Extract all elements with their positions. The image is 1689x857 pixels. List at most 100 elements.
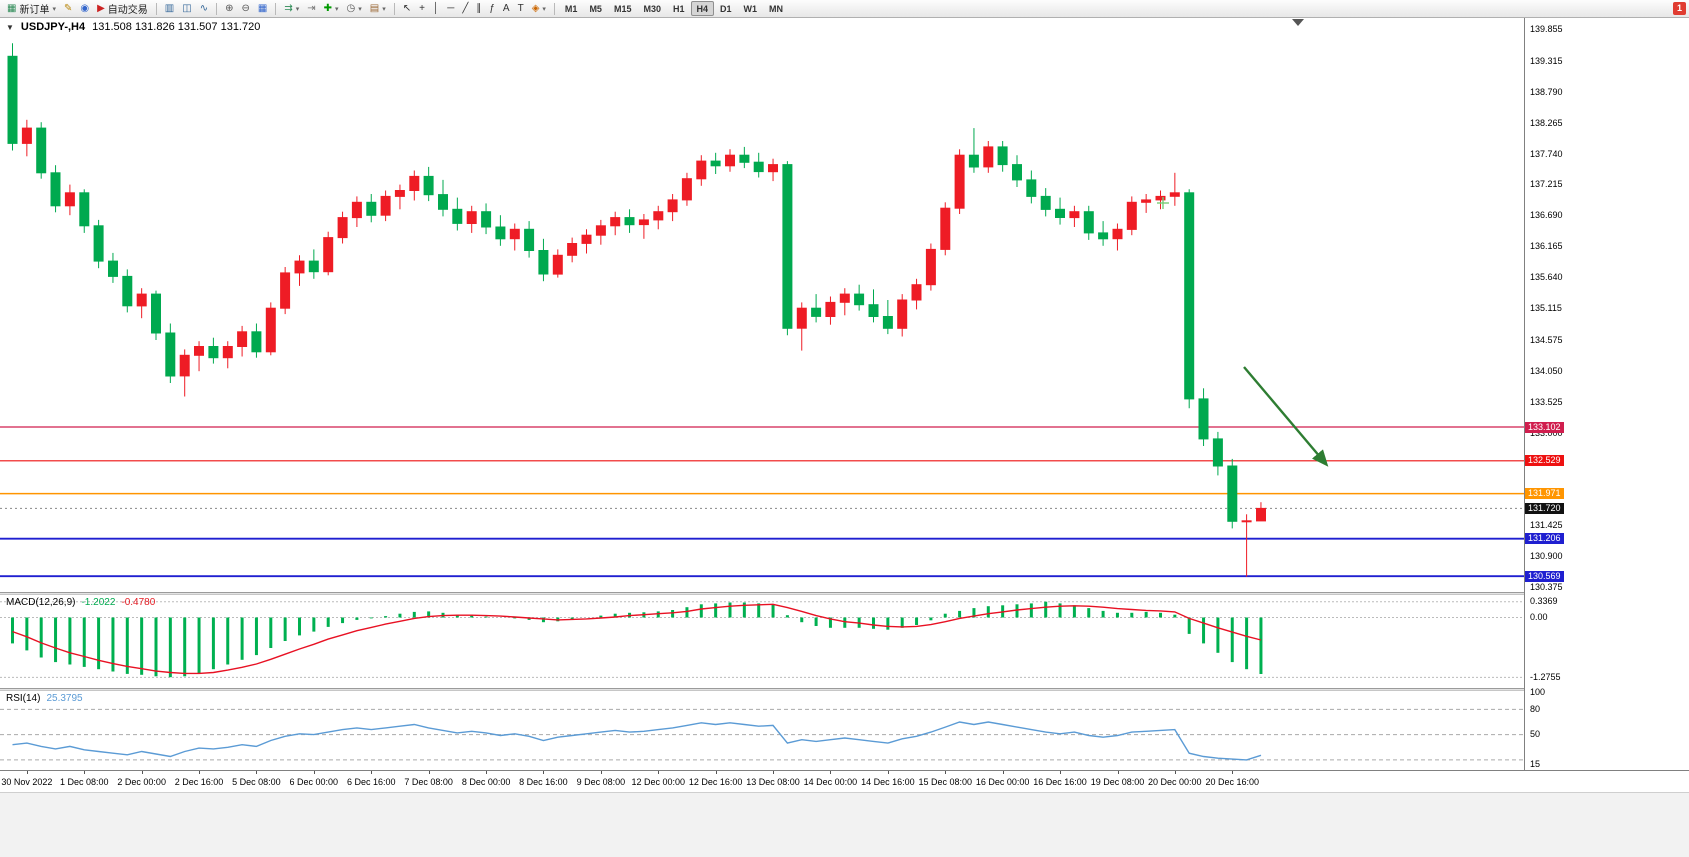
chart-shift-button[interactable]: ⇥: [303, 1, 319, 17]
candle: [1198, 398, 1209, 440]
periods-button[interactable]: ◷ ▾: [343, 1, 366, 17]
vertical-line-button[interactable]: │: [429, 1, 443, 17]
templates-button[interactable]: ▤ ▾: [366, 1, 390, 17]
candle: [122, 275, 133, 307]
candle: [380, 195, 391, 216]
timeframe-d1[interactable]: D1: [714, 1, 738, 16]
text-button[interactable]: A: [499, 1, 514, 17]
rsi-axis-label: 15: [1530, 758, 1541, 769]
candle: [1040, 195, 1051, 210]
candle: [725, 154, 735, 167]
candle: [93, 225, 104, 262]
panel-separator[interactable]: [0, 688, 1689, 691]
candle: [681, 178, 692, 201]
indicators-button[interactable]: ✚ ▾: [320, 1, 343, 17]
price-label: 130.900: [1530, 551, 1563, 562]
candle: [968, 154, 979, 168]
candle: [1227, 465, 1238, 522]
rsi-panel[interactable]: [0, 690, 1524, 770]
time-tick: [543, 771, 545, 774]
chart-collapse-icon[interactable]: ▼: [6, 22, 14, 32]
candle: [136, 293, 147, 307]
time-label: 2 Dec 16:00: [174, 777, 224, 787]
time-tick: [715, 771, 717, 774]
time-tick: [1232, 771, 1234, 774]
line-chart-button[interactable]: ∿: [196, 1, 212, 17]
shapes-button[interactable]: ◈ ▾: [528, 1, 550, 17]
cursor-button[interactable]: ↖: [399, 1, 415, 17]
bar-chart-button[interactable]: ▥: [161, 1, 178, 17]
chart-shift-icon: ⇥: [307, 2, 316, 14]
time-tick: [945, 771, 947, 774]
autotrading-button[interactable]: ▶ 自动交易: [93, 1, 152, 17]
dropdown-arrow-icon: ▾: [542, 5, 546, 13]
timeframe-h4[interactable]: H4: [690, 1, 715, 16]
rsi-axis-label: 80: [1530, 703, 1541, 714]
horizontal-line-button[interactable]: ─: [443, 1, 458, 17]
price-label: 135.640: [1530, 272, 1563, 283]
price-axis[interactable]: 139.855 139.315 138.790 138.265 137.740 137.2…: [1524, 18, 1689, 770]
auto-scroll-button[interactable]: ⇉ ▾: [280, 1, 303, 17]
candle: [423, 175, 434, 196]
trend-arrow-annotation[interactable]: [1243, 366, 1329, 467]
timeframe-m30[interactable]: M30: [637, 1, 667, 16]
candle: [925, 248, 936, 286]
crosshair-button[interactable]: +: [415, 1, 429, 17]
time-axis[interactable]: 30 Nov 2022 1 Dec 08:00 2 Dec 00:00 2 Dec 1…: [0, 770, 1689, 792]
dropdown-arrow-icon: ▾: [52, 5, 56, 13]
candle: [294, 260, 305, 274]
candle: [1212, 438, 1223, 467]
cursor-icon: ↖: [402, 2, 412, 14]
macd-indicator-name: MACD(12,26,9): [6, 597, 76, 608]
trendline-button[interactable]: ╱: [458, 1, 472, 17]
candle: [194, 346, 204, 356]
candlestick-chart-button[interactable]: ◫: [178, 1, 195, 17]
tile-windows-button[interactable]: ▦: [254, 1, 271, 17]
zoom-in-button[interactable]: ⊕: [221, 1, 237, 17]
timeframe-h4-label: H4: [696, 3, 709, 14]
timeframe-m1[interactable]: M1: [559, 1, 584, 16]
zoom-out-button[interactable]: ⊖: [237, 1, 253, 17]
chart-shift-marker: [1292, 19, 1304, 26]
timeframe-w1[interactable]: W1: [738, 1, 764, 16]
time-tick: [256, 771, 258, 774]
time-tick: [600, 771, 602, 774]
timeframe-d1-label: D1: [720, 3, 732, 14]
timeframe-m1-label: M1: [564, 3, 578, 14]
macd-main-value: -1.2022: [81, 597, 116, 608]
time-tick: [1060, 771, 1061, 774]
time-tick: [313, 771, 315, 774]
candle: [897, 299, 908, 329]
timeframe-mn[interactable]: MN: [763, 1, 789, 16]
toolbar-separator: [553, 2, 555, 15]
timeframe-m15[interactable]: M15: [608, 1, 638, 16]
price-chart[interactable]: [0, 18, 1524, 592]
text-label-button[interactable]: T: [514, 1, 528, 17]
channel-icon: ∥: [476, 2, 482, 14]
price-label: 137.215: [1530, 179, 1563, 190]
channel-button[interactable]: ∥: [472, 1, 485, 17]
macd-panel[interactable]: [0, 594, 1524, 688]
metaeditor-button[interactable]: ✎: [60, 1, 76, 17]
candle: [179, 354, 190, 377]
notification-badge[interactable]: 1: [1673, 2, 1686, 15]
macd-axis-label: 0.00: [1530, 612, 1548, 622]
new-order-icon: ▦: [7, 2, 17, 14]
time-label: 14 Dec 00:00: [803, 777, 858, 787]
candle: [753, 161, 764, 173]
panel-separator[interactable]: [0, 592, 1689, 595]
price-label: 134.050: [1530, 365, 1563, 376]
market-watch-button[interactable]: ◉: [76, 1, 93, 17]
fibonacci-button[interactable]: ƒ: [485, 1, 499, 17]
candle: [1026, 179, 1037, 197]
timeframe-h1[interactable]: H1: [667, 1, 691, 16]
new-order-button[interactable]: ▦ 新订单 ▾: [3, 1, 60, 17]
time-tick: [199, 771, 200, 774]
metaeditor-icon: ✎: [63, 2, 73, 14]
timeframe-m5[interactable]: M5: [583, 1, 608, 16]
candle: [108, 260, 118, 277]
time-tick: [26, 771, 28, 774]
candle: [1055, 208, 1065, 219]
candle: [466, 211, 477, 224]
candle: [696, 160, 707, 180]
